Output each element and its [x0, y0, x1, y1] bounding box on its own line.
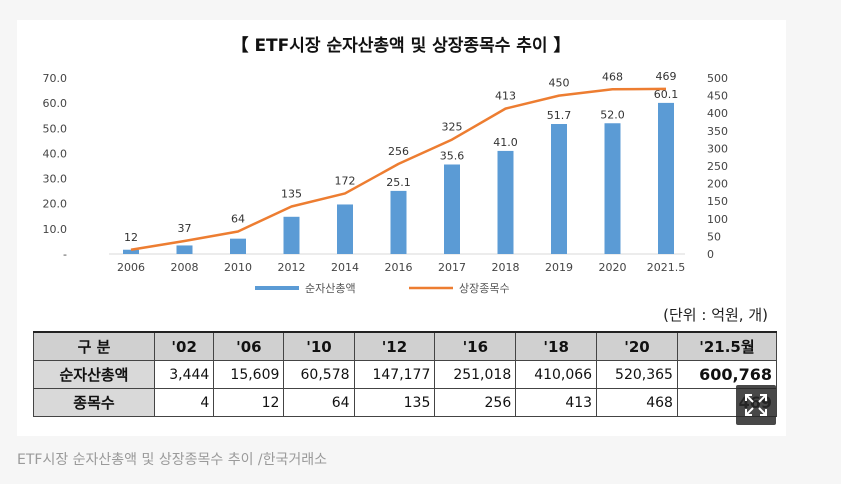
- line-data-label: 468: [602, 70, 623, 83]
- left-axis-tick-label: 50.0: [43, 122, 68, 135]
- x-axis-tick-label: 2017: [438, 261, 466, 274]
- header-cell: '10: [283, 331, 355, 361]
- bar-data-label: 51.7: [547, 109, 572, 122]
- row-label: 순자산총액: [33, 360, 155, 389]
- expand-icon: [745, 394, 767, 416]
- header-cell: '20: [596, 331, 678, 361]
- legend-swatch-bar: [255, 286, 299, 290]
- x-axis-tick-label: 2016: [385, 261, 413, 274]
- table-cell: 251,018: [434, 360, 517, 389]
- table-cell: 520,365: [596, 360, 678, 389]
- header-cell: '06: [213, 331, 285, 361]
- figure-card: 【 ETF시장 순자산총액 및 상장종목수 추이 】 - 10.0 20.0 30.0…: [17, 20, 786, 436]
- left-axis-tick-label: -: [63, 248, 67, 261]
- table-row: 순자산총액 3,444 15,609 60,578 147,177 251,01…: [33, 360, 778, 389]
- left-axis-tick-label: 40.0: [43, 147, 68, 160]
- right-axis-tick-label: 450: [707, 90, 728, 103]
- unit-note: (단위 : 억원, 개): [663, 306, 768, 324]
- x-axis-tick-label: 2018: [492, 261, 520, 274]
- bar-2017: [444, 164, 460, 254]
- line-data-label: 413: [495, 90, 516, 103]
- table-cell: 60,578: [283, 360, 355, 389]
- bar-data-label: 25.1: [386, 176, 411, 189]
- x-axis-tick-label: 2021.5: [647, 261, 686, 274]
- x-axis-tick-label: 2019: [545, 261, 573, 274]
- bar-2021.5: [658, 102, 674, 255]
- table-cell: 12: [213, 388, 285, 417]
- line-data-label: 325: [442, 121, 463, 134]
- bar-2018: [497, 150, 514, 254]
- header-cell: '16: [434, 331, 517, 361]
- bar-2006: [123, 249, 139, 254]
- right-axis-tick-label: 50: [707, 230, 721, 243]
- right-axis-tick-label: 350: [707, 125, 728, 138]
- table-cell: 468: [596, 388, 678, 417]
- right-axis-tick-label: 0: [707, 248, 714, 261]
- row-label: 종목수: [33, 388, 155, 417]
- header-cell: '12: [353, 331, 436, 361]
- line-data-label: 450: [549, 77, 570, 90]
- bar-data-label: 52.0: [600, 108, 625, 121]
- line-data-label: 37: [178, 222, 192, 235]
- right-axis-tick-label: 500: [707, 72, 728, 85]
- legend-label: 순자산총액: [305, 282, 356, 295]
- header-cell: '02: [153, 331, 215, 361]
- x-axis-tick-label: 2010: [224, 261, 252, 274]
- chart: 【 ETF시장 순자산총액 및 상장종목수 추이 】 - 10.0 20.0 30.0…: [43, 35, 729, 295]
- x-axis-tick-label: 2008: [171, 261, 199, 274]
- bar-data-label: 35.6: [440, 149, 465, 162]
- bar-data-label: 60.1: [654, 88, 679, 101]
- line-data-label: 12: [124, 231, 138, 244]
- header-cell: '21.5월: [676, 331, 778, 361]
- chart-title: 【 ETF시장 순자산총액 및 상장종목수 추이 】: [232, 35, 571, 56]
- x-axis-tick-label: 2012: [278, 261, 306, 274]
- x-axis-tick-label: 2014: [331, 261, 359, 274]
- table-cell: 15,609: [213, 360, 285, 389]
- bar-2019: [551, 124, 567, 254]
- header-cell: '18: [515, 331, 598, 361]
- bar-2010: [230, 238, 246, 254]
- bar-2020: [604, 123, 621, 254]
- table-cell: 3,444: [153, 360, 215, 389]
- bar-2012: [283, 216, 300, 254]
- left-axis-tick-label: 20.0: [43, 198, 68, 211]
- legend-label: 상장종목수: [459, 282, 510, 295]
- bar-data-label: 41.0: [493, 136, 518, 149]
- left-axis-tick-label: 70.0: [43, 72, 68, 85]
- table-cell: 64: [283, 388, 355, 417]
- table-cell: 4: [153, 388, 215, 417]
- line-data-label: 469: [656, 70, 677, 83]
- table-row: 종목수 4 12 64 135 256 413 468 469: [33, 388, 778, 417]
- line-data-label: 256: [388, 145, 409, 158]
- right-axis-tick-label: 250: [707, 160, 728, 173]
- table-cell: 256: [434, 388, 517, 417]
- right-axis-tick-label: 400: [707, 107, 728, 120]
- expand-image-button[interactable]: [736, 385, 776, 425]
- right-axis-tick-label: 150: [707, 195, 728, 208]
- line-data-label: 172: [335, 174, 356, 187]
- line-data-label: 64: [231, 212, 245, 225]
- image-caption: ETF시장 순자산총액 및 상장종목수 추이 /한국거래소: [17, 452, 328, 468]
- data-table: 구 분 '02 '06 '10 '12 '16 '18 '20 '21.5월 순…: [33, 331, 778, 417]
- right-axis-tick-label: 100: [707, 213, 728, 226]
- left-axis-tick-label: 60.0: [43, 97, 68, 110]
- bar-2016: [390, 190, 407, 254]
- table-cell: 410,066: [515, 360, 598, 389]
- left-axis-tick-label: 30.0: [43, 173, 68, 186]
- header-cell: 구 분: [33, 331, 155, 361]
- bar-2008: [176, 245, 193, 254]
- bar-2014: [337, 204, 353, 254]
- table-header-row: 구 분 '02 '06 '10 '12 '16 '18 '20 '21.5월: [33, 331, 778, 361]
- x-axis-tick-label: 2020: [599, 261, 627, 274]
- x-axis-tick-label: 2006: [117, 261, 145, 274]
- table-cell: 135: [353, 388, 436, 417]
- table-cell: 147,177: [353, 360, 436, 389]
- left-axis-tick-label: 10.0: [43, 223, 68, 236]
- line-data-label: 135: [281, 187, 302, 200]
- table-cell: 600,768: [676, 360, 778, 389]
- table-cell: 413: [515, 388, 598, 417]
- series-line-listings: [130, 87, 667, 252]
- right-axis-tick-label: 200: [707, 178, 728, 191]
- right-axis-tick-label: 300: [707, 142, 728, 155]
